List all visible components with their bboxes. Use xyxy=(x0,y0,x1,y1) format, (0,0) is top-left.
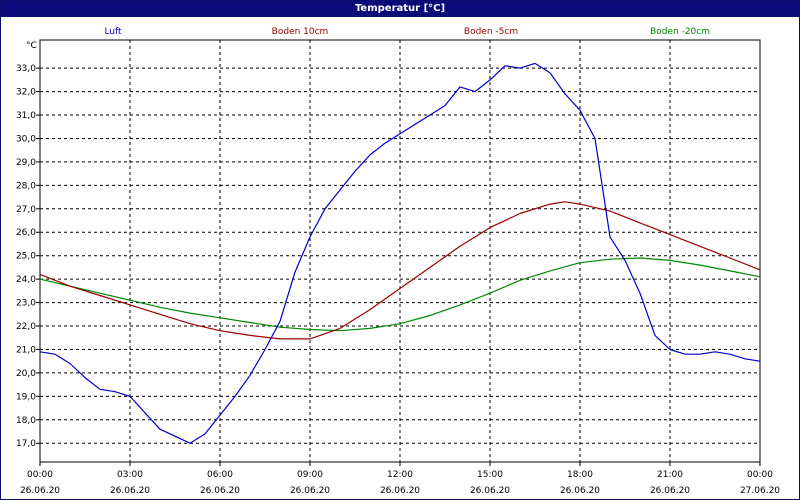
x-tick-time: 06:00 xyxy=(207,470,233,480)
y-tick-label: 24,0 xyxy=(16,275,36,285)
y-unit-label: °C xyxy=(26,41,37,51)
x-tick-time: 15:00 xyxy=(477,470,503,480)
x-tick-time: 18:00 xyxy=(567,470,593,480)
x-tick-labels: 00:00 26.06.20 03:00 26.06.20 06:00 26.06.20 0… xyxy=(20,470,780,496)
grid xyxy=(40,40,760,462)
x-tick-time: 03:00 xyxy=(117,470,143,480)
x-tick-date: 26.06.20 xyxy=(470,486,510,496)
x-tick-date: 26.06.20 xyxy=(560,486,600,496)
x-tick-date: 26.06.20 xyxy=(110,486,150,496)
chart-title: Temperatur [°C] xyxy=(354,3,446,14)
legend-boden-20cm: Boden -20cm xyxy=(650,27,710,37)
legend-boden-10cm: Boden 10cm xyxy=(272,27,329,37)
x-tick-date: 26.06.20 xyxy=(380,486,420,496)
x-tick-date: 26.06.20 xyxy=(290,486,330,496)
y-tick-label: 21,0 xyxy=(16,345,36,355)
y-tick-label: 22,0 xyxy=(16,322,36,332)
x-tick-time: 12:00 xyxy=(387,470,413,480)
legend: Luft Boden 10cm Boden -5cm Boden -20cm xyxy=(104,27,710,37)
legend-luft: Luft xyxy=(104,27,122,37)
plot-border xyxy=(39,39,761,463)
x-tick-time: 00:00 xyxy=(27,470,53,480)
y-tick-labels: 17,0 18,0 19,0 20,0 21,0 22,0 23,0 24,0 25,0 26,0… xyxy=(16,64,36,449)
x-tick-time: 00:00 xyxy=(747,470,773,480)
y-tick-label: 33,0 xyxy=(16,64,36,74)
x-tick-time: 21:00 xyxy=(657,470,683,480)
y-tick-label: 28,0 xyxy=(16,181,36,191)
y-tick-label: 20,0 xyxy=(16,369,36,379)
y-tick-label: 27,0 xyxy=(16,205,36,215)
y-tick-label: 23,0 xyxy=(16,299,36,309)
y-tick-label: 31,0 xyxy=(16,111,36,121)
x-tick-time: 09:00 xyxy=(297,470,323,480)
series-lines xyxy=(39,62,761,444)
legend-boden-5cm: Boden -5cm xyxy=(464,27,518,37)
x-tick-date: 26.06.20 xyxy=(200,486,240,496)
y-tick-label: 29,0 xyxy=(16,158,36,168)
x-tick-date: 26.06.20 xyxy=(650,486,690,496)
y-tick-label: 30,0 xyxy=(16,134,36,144)
y-tick-label: 26,0 xyxy=(16,228,36,238)
title-bar: Temperatur [°C] xyxy=(1,1,799,17)
y-tick-label: 19,0 xyxy=(16,392,36,402)
series-line-boden-10cm xyxy=(39,201,761,340)
y-tick-label: 18,0 xyxy=(16,416,36,426)
y-tick-label: 32,0 xyxy=(16,88,36,98)
series-line-luft xyxy=(39,62,761,444)
y-tick-label: 25,0 xyxy=(16,252,36,262)
y-tick-label: 17,0 xyxy=(16,439,36,449)
x-tick-date: 26.06.20 xyxy=(20,486,60,496)
axes xyxy=(36,39,761,466)
x-tick-date: 27.06.20 xyxy=(740,486,780,496)
series-line-boden-20cm xyxy=(39,257,761,332)
